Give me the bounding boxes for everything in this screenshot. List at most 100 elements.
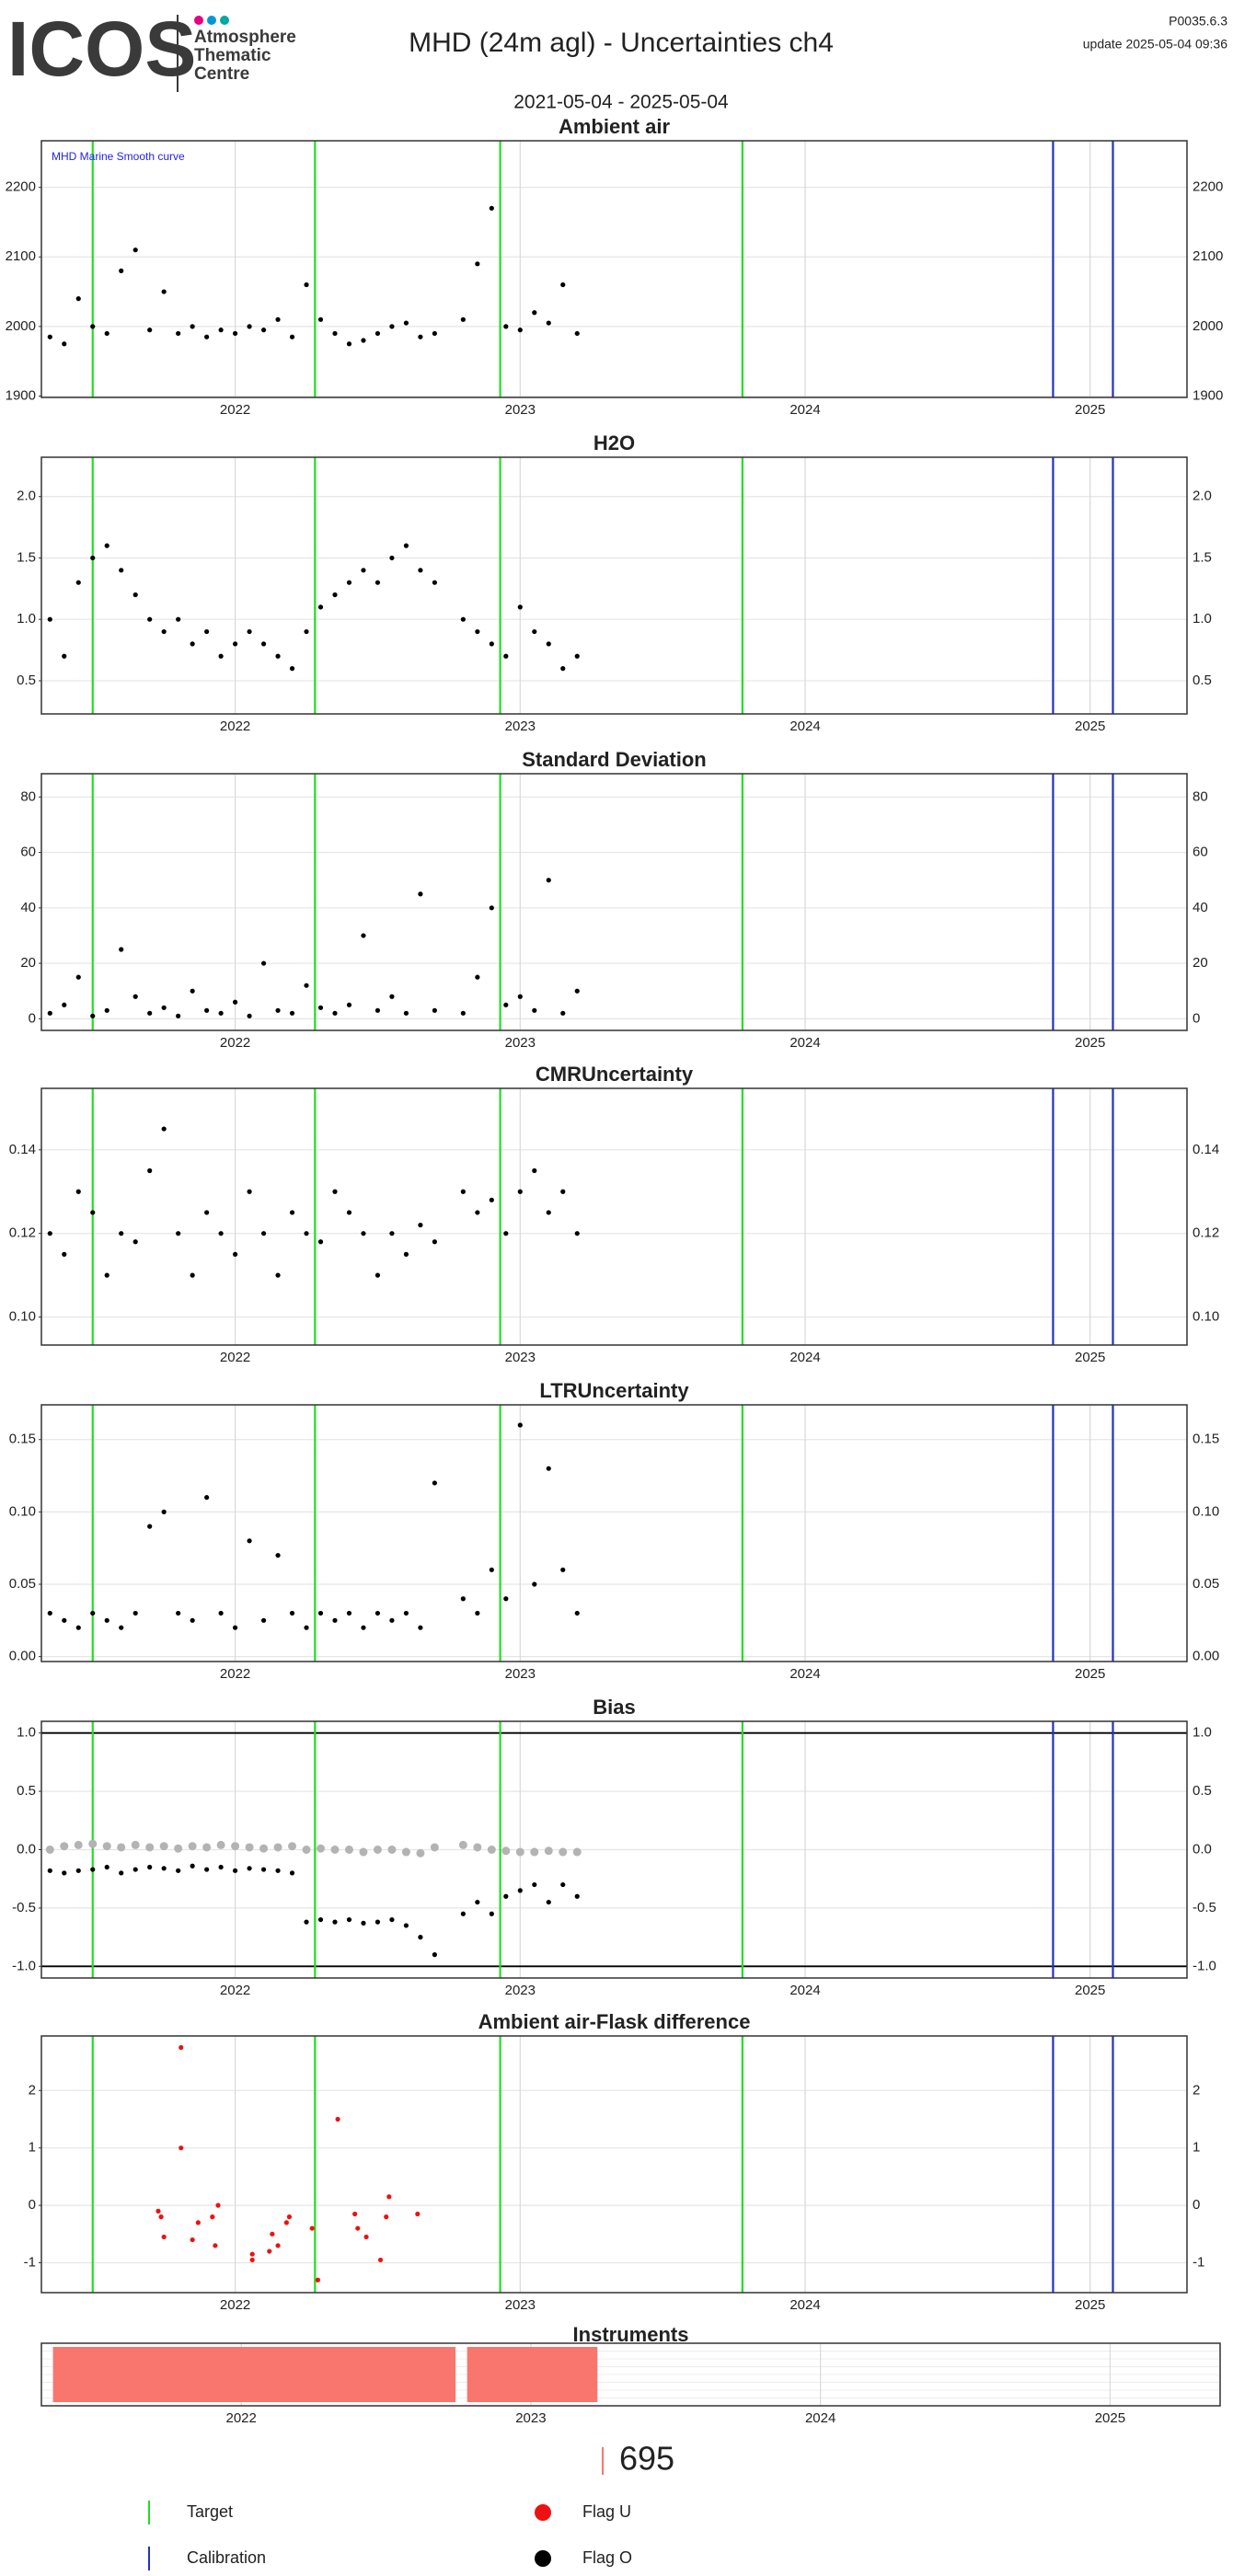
plot-frame [40, 456, 1188, 715]
data-point [304, 983, 309, 988]
data-point [335, 2116, 340, 2122]
data-point [432, 1007, 437, 1013]
data-point [90, 1867, 96, 1872]
data-point [503, 1002, 509, 1007]
data-point [204, 628, 210, 635]
data-point [47, 334, 52, 339]
data-point [119, 268, 124, 273]
data-point [75, 1868, 81, 1873]
logo-text: ICOS [7, 6, 196, 92]
y-tick-label: 80 [20, 788, 36, 804]
data-point [218, 1610, 224, 1616]
data-point [133, 1867, 138, 1872]
data-point [289, 1870, 295, 1876]
legend-label: Flag O [582, 2548, 632, 2567]
data-point [389, 1916, 395, 1923]
x-tick-label: 2023 [515, 2410, 546, 2426]
data-point [403, 543, 409, 548]
y-tick-label: 1 [29, 2140, 36, 2156]
x-tick-label: 2024 [789, 402, 820, 418]
y-tick-label-right: 20 [1193, 955, 1208, 971]
data-point [403, 1610, 409, 1616]
data-point [283, 2220, 289, 2225]
version: P0035.6.3 [1169, 14, 1227, 29]
data-point [260, 960, 267, 966]
data-point [176, 1231, 181, 1236]
data-point [147, 1524, 153, 1529]
x-tick-label: 2025 [1075, 1666, 1105, 1682]
plot-frame [40, 2342, 1221, 2407]
y-tick-label-right: 1 [1193, 2140, 1200, 2156]
data-point [62, 341, 67, 347]
data-point [204, 1210, 210, 1215]
x-tick-label: 2025 [1075, 1350, 1105, 1365]
x-tick-label: 2023 [505, 402, 536, 418]
y-tick-label: 60 [20, 845, 36, 860]
data-point [275, 316, 281, 322]
y-tick-label: 0.00 [9, 1649, 36, 1664]
data-point [574, 1893, 580, 1899]
legend-key [535, 2504, 551, 2521]
data-point [119, 947, 124, 952]
data-point [147, 1864, 153, 1870]
data-point [62, 1617, 67, 1623]
panel-title: LTRUncertainty [539, 1379, 689, 1402]
data-point [176, 330, 181, 337]
data-point [574, 1610, 580, 1616]
logo-line: Atmosphere [194, 28, 296, 47]
data-point [156, 2208, 161, 2214]
data-point [47, 1868, 52, 1873]
data-point [119, 1231, 124, 1236]
data-point [289, 334, 295, 339]
data-point [332, 1189, 338, 1194]
data-point [460, 316, 466, 322]
data-point [62, 1870, 67, 1876]
data-point [503, 1596, 509, 1602]
data-point [190, 2237, 195, 2243]
data-point [304, 1231, 309, 1236]
data-point [288, 1842, 297, 1851]
x-tick-label: 2025 [1095, 2410, 1125, 2426]
x-tick-label: 2022 [220, 1350, 250, 1365]
data-point [104, 1272, 109, 1278]
y-tick-label: 1900 [6, 387, 36, 403]
data-point [560, 1010, 566, 1016]
data-point [47, 1610, 52, 1616]
data-point [532, 628, 537, 635]
data-point [247, 1538, 252, 1544]
data-point [389, 324, 395, 329]
data-point [503, 653, 509, 659]
data-point [332, 1919, 338, 1925]
y-tick-label: 2100 [6, 248, 36, 264]
data-point [386, 2194, 392, 2200]
data-point [119, 1625, 124, 1630]
data-point [532, 310, 537, 316]
data-point [401, 1847, 410, 1857]
y-tick-label-right: 2 [1193, 2082, 1200, 2098]
data-point [418, 568, 423, 573]
y-tick-label: 0.0 [17, 1841, 36, 1857]
y-tick-label: 2000 [6, 318, 36, 334]
data-point [460, 1911, 466, 1916]
data-point [346, 580, 352, 585]
data-point [176, 1868, 181, 1873]
data-point [309, 2225, 315, 2231]
data-point [161, 1509, 167, 1514]
data-point [574, 653, 580, 659]
y-tick-label: 0.05 [9, 1576, 36, 1592]
legend-label: Calibration [187, 2548, 266, 2567]
data-point [546, 1210, 551, 1215]
plot-frame [40, 1404, 1188, 1662]
data-point [363, 2234, 369, 2240]
y-tick-label-right: 40 [1193, 900, 1208, 915]
data-point [133, 247, 138, 253]
data-point [361, 1625, 366, 1630]
x-tick-label: 2022 [220, 1666, 250, 1682]
data-point [147, 616, 153, 622]
data-point [418, 1222, 423, 1228]
plot-frame [40, 1087, 1188, 1346]
plot-frame [40, 773, 1188, 1031]
data-point [176, 616, 181, 622]
data-point [190, 641, 195, 647]
